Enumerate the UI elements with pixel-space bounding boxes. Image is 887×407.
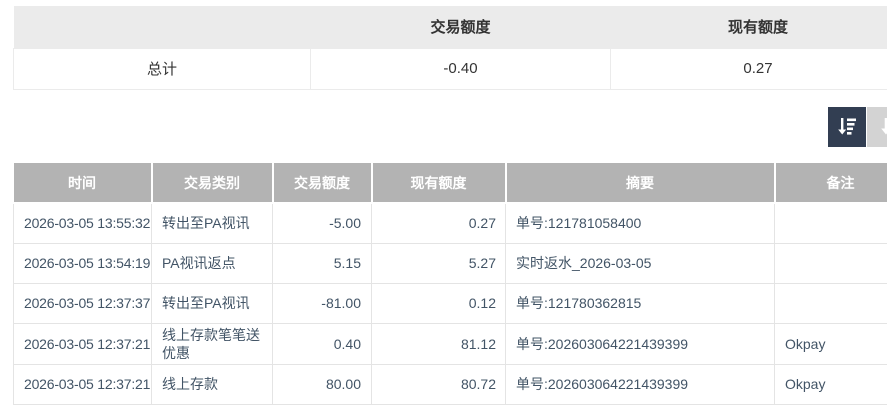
cell-remark: Okpay: [774, 322, 887, 365]
cell-amount: 5.15: [272, 242, 372, 284]
cell-category: 转出至PA视讯: [151, 202, 273, 244]
cell-remark: [774, 202, 887, 244]
cell-remark: [774, 242, 887, 284]
table-row: 2026-03-05 13:55:32 转出至PA视讯 -5.00 0.27 单…: [13, 202, 887, 244]
table-row: 2026-03-05 12:37:37 转出至PA视讯 -81.00 0.12 …: [13, 282, 887, 324]
summary-total-current-amount: 0.27: [610, 47, 887, 90]
cell-summary: 单号:202603064221439399: [505, 363, 775, 405]
summary-total-row: 总计 -0.40 0.27: [13, 47, 887, 90]
summary-header-row: 交易额度 现有额度: [13, 6, 887, 48]
summary-total-label: 总计: [13, 47, 311, 90]
table-row: 2026-03-05 12:37:21 线上存款笔笔送优惠 0.40 81.12…: [13, 322, 887, 365]
cell-amount: -5.00: [272, 202, 372, 244]
transaction-header-row: 时间 交易类别 交易额度 现有额度 摘要 备注: [13, 163, 887, 204]
download-button[interactable]: [867, 107, 887, 147]
col-header-summary: 摘要: [505, 163, 776, 204]
col-header-category: 交易类别: [151, 163, 274, 204]
cell-summary: 单号:121781058400: [505, 202, 775, 244]
cell-balance: 0.27: [371, 202, 506, 244]
col-header-balance: 现有额度: [371, 163, 507, 204]
table-row: 2026-03-05 13:54:19 PA视讯返点 5.15 5.27 实时返…: [13, 242, 887, 284]
col-header-remark: 备注: [774, 163, 887, 204]
cell-amount: 80.00: [272, 363, 372, 405]
cell-summary: 单号:202603064221439399: [505, 322, 775, 365]
cell-time: 2026-03-05 12:37:21: [13, 322, 152, 365]
summary-table: 交易额度 现有额度 总计 -0.40 0.27: [13, 6, 887, 90]
cell-category: 转出至PA视讯: [151, 282, 273, 324]
cell-time: 2026-03-05 12:37:37: [13, 282, 152, 324]
cell-remark: [774, 282, 887, 324]
cell-amount: 0.40: [272, 322, 372, 365]
cell-time: 2026-03-05 13:54:19: [13, 242, 152, 284]
summary-header-current-amount: 现有额度: [610, 6, 887, 48]
cell-balance: 5.27: [371, 242, 506, 284]
col-header-time: 时间: [13, 163, 153, 204]
cell-balance: 80.72: [371, 363, 506, 405]
arrow-down-icon: [876, 115, 887, 140]
cell-time: 2026-03-05 12:37:21: [13, 363, 152, 405]
transaction-table: 时间 交易类别 交易额度 现有额度 摘要 备注 2026-03-05 13:55…: [13, 163, 887, 405]
cell-summary: 实时返水_2026-03-05: [505, 242, 775, 284]
sort-descending-button[interactable]: [828, 107, 866, 147]
cell-summary: 单号:121780362815: [505, 282, 775, 324]
cell-category: 线上存款笔笔送优惠: [151, 322, 273, 365]
cell-amount: -81.00: [272, 282, 372, 324]
cell-balance: 0.12: [371, 282, 506, 324]
cell-remark: Okpay: [774, 363, 887, 405]
cell-category: PA视讯返点: [151, 242, 273, 284]
cell-balance: 81.12: [371, 322, 506, 365]
summary-total-transaction-amount: -0.40: [310, 47, 611, 90]
summary-header-empty: [13, 6, 311, 48]
cell-category: 线上存款: [151, 363, 273, 405]
table-row: 2026-03-05 12:37:21 线上存款 80.00 80.72 单号:…: [13, 363, 887, 405]
summary-header-transaction-amount: 交易额度: [310, 6, 611, 48]
col-header-amount: 交易额度: [272, 163, 373, 204]
sort-amount-desc-icon: [836, 115, 858, 140]
cell-time: 2026-03-05 13:55:32: [13, 202, 152, 244]
